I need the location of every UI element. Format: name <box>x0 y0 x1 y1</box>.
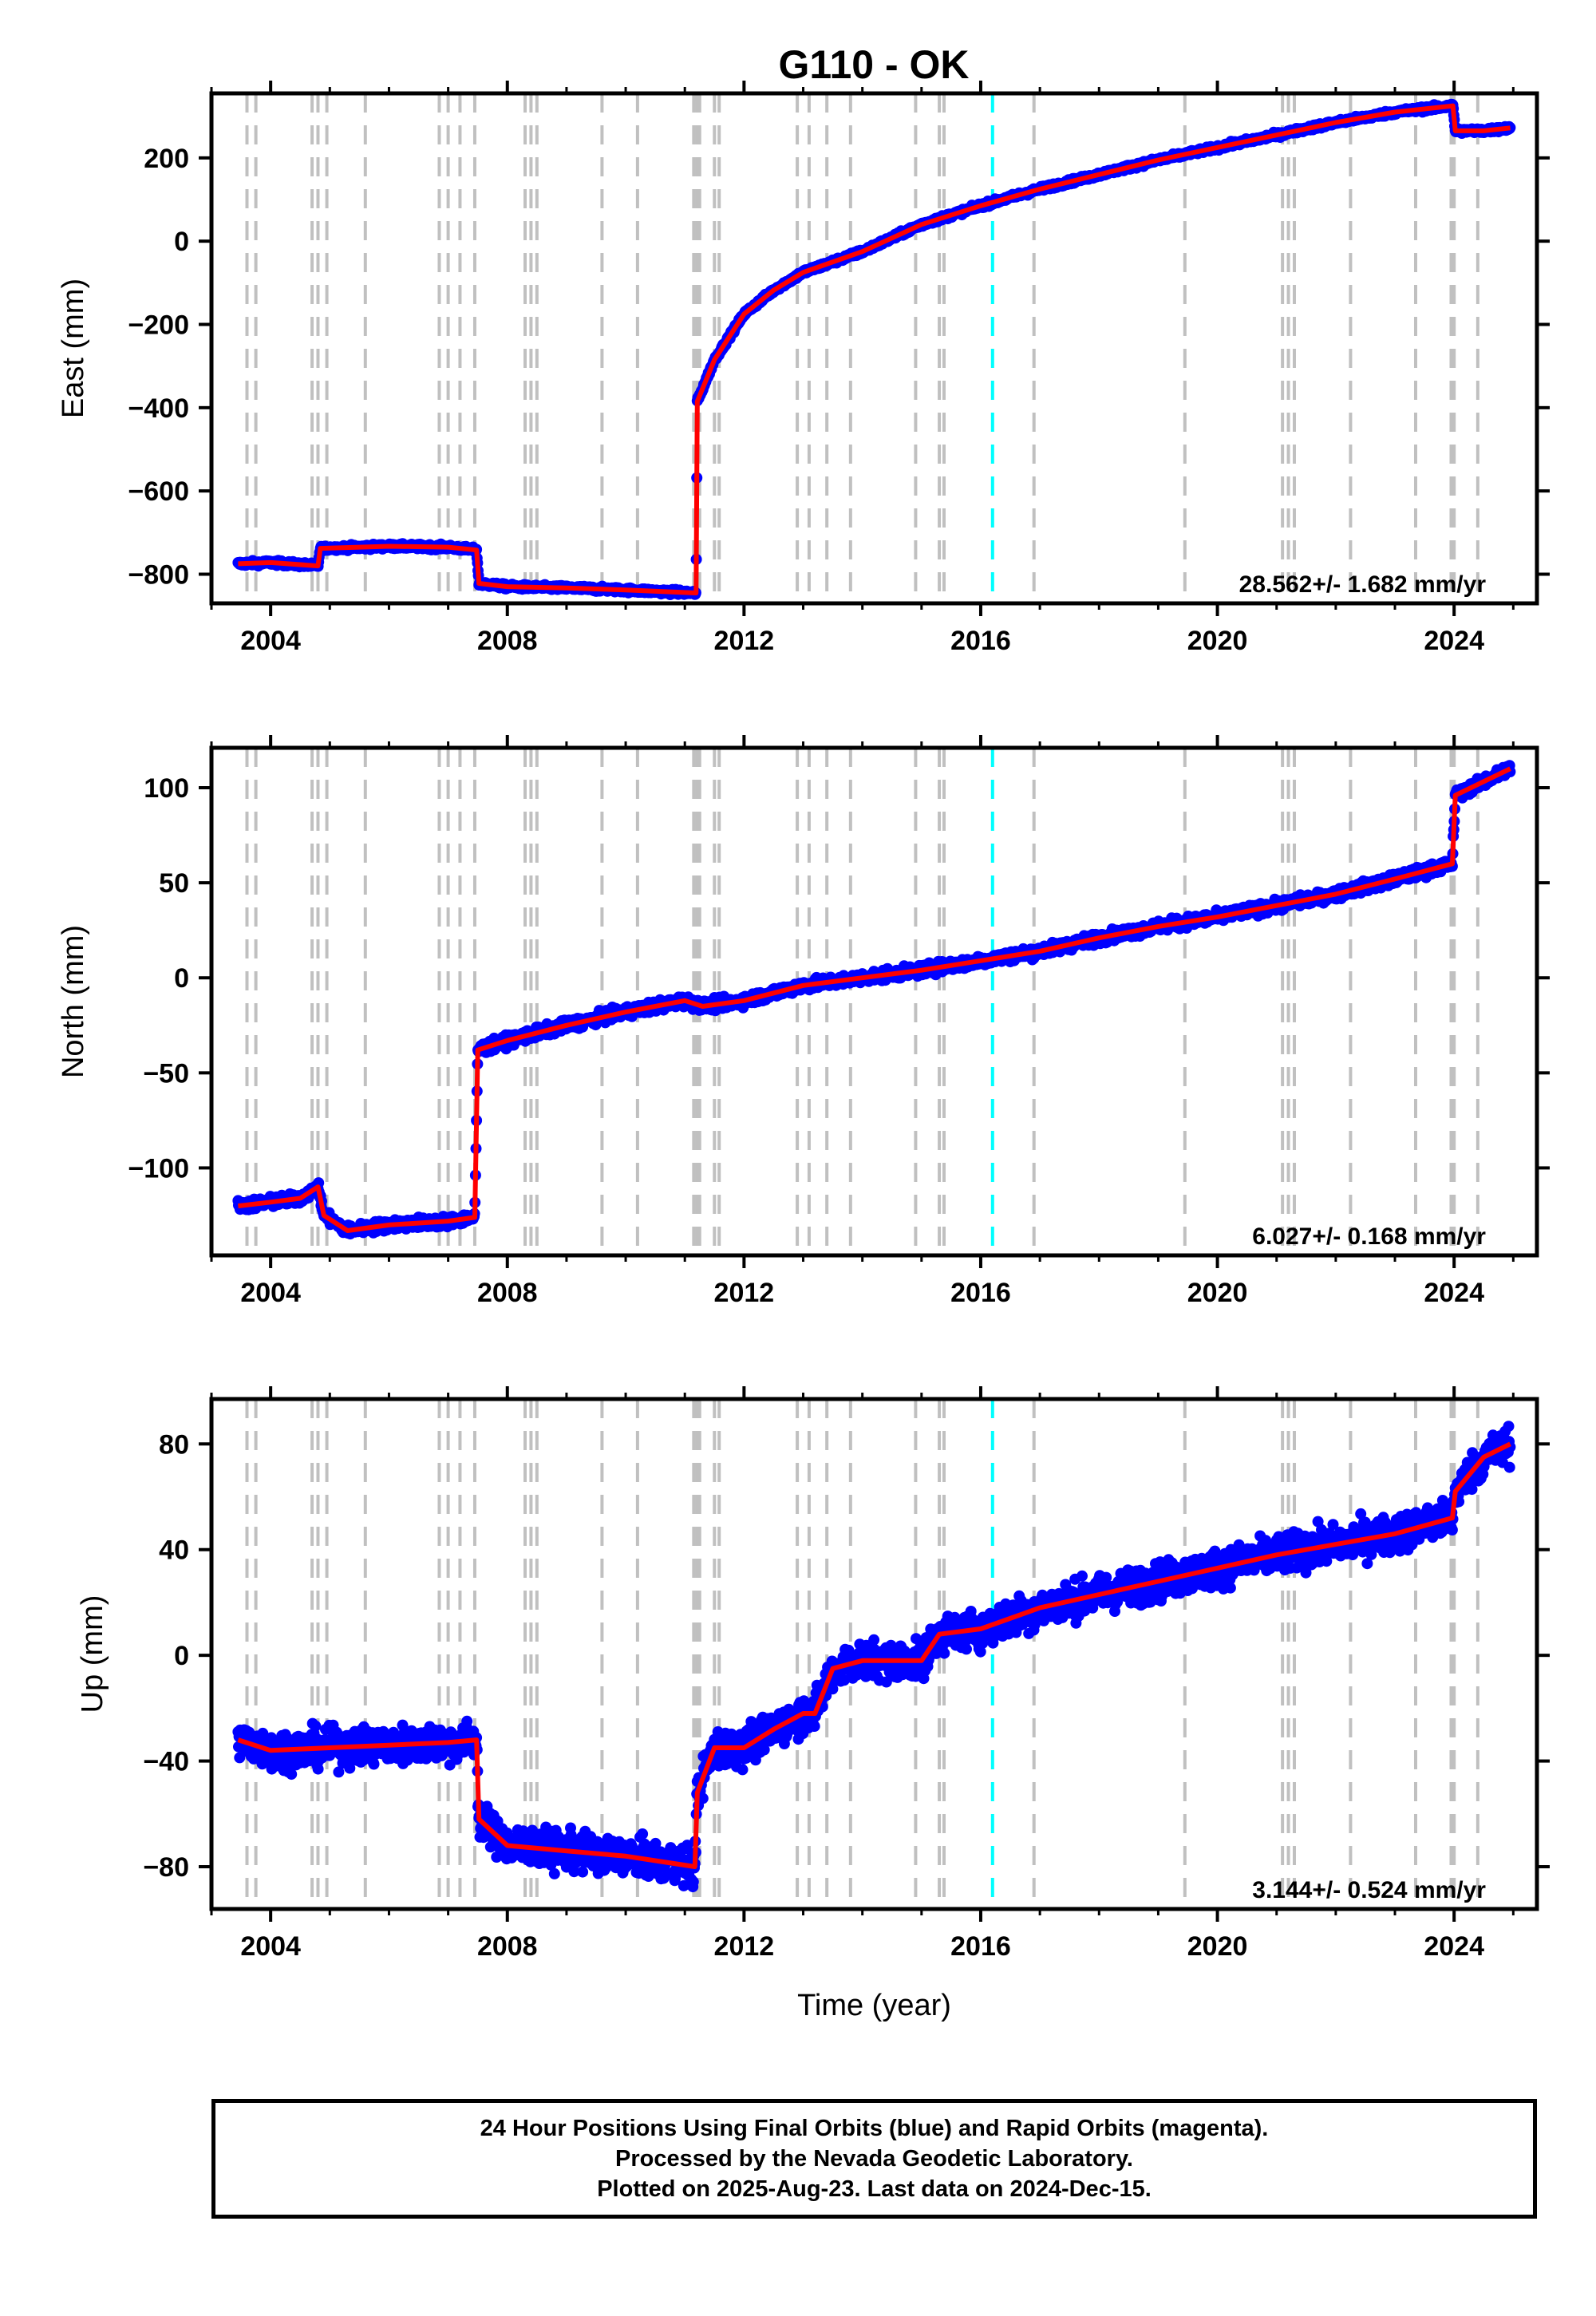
north-panel: 2004 2008 2012 2016 2020 2024−100−50050100Nor… <box>57 735 1550 1308</box>
x-axis: 2004 2008 2012 2016 2020 2024 <box>210 81 1515 656</box>
velocity-label: 28.562+/- 1.682 mm/yr <box>1239 571 1487 598</box>
model-line <box>238 103 1511 595</box>
plot-area <box>232 93 1516 603</box>
x-tick-label: 2020 <box>1187 626 1248 656</box>
x-tick-label: 2012 <box>714 626 775 656</box>
plot-area <box>232 748 1516 1255</box>
y-tick-label: −800 <box>128 559 189 590</box>
x-tick-label: 2024 <box>1424 626 1484 656</box>
x-tick-label: 2016 <box>950 626 1011 656</box>
east-panel: 2004 2008 2012 2016 2020 2024 −800 −600 −400 −200… <box>57 81 1550 656</box>
y-tick-label: 0 <box>174 227 189 257</box>
y-axis: −800 −600 −400 −200 0 200 <box>128 144 1550 590</box>
data-points <box>232 760 1516 1240</box>
y-tick-label: −200 <box>128 310 189 341</box>
x-tick-label: 2004 <box>240 626 301 656</box>
y-tick-label: −400 <box>128 393 189 424</box>
y-axis-label: East (mm) <box>57 279 90 418</box>
figure-title: G110 - OK <box>779 42 970 87</box>
data-points <box>232 98 1516 600</box>
plot-frame <box>209 91 1539 606</box>
x-tick-label: 2008 <box>477 626 538 656</box>
y-tick-label: 200 <box>144 144 189 174</box>
y-tick-label: −600 <box>128 476 189 507</box>
